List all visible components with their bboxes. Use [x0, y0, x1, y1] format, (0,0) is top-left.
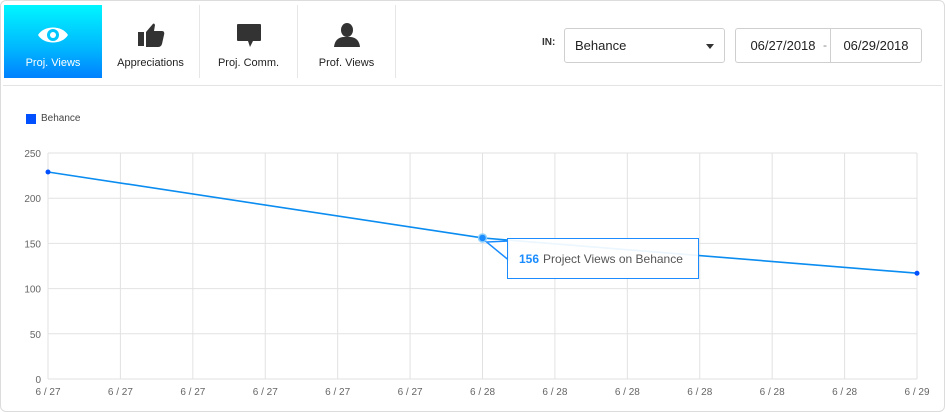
svg-text:6 / 28: 6 / 28	[470, 387, 495, 398]
tab-proj-views[interactable]: Proj. Views	[4, 5, 102, 78]
svg-text:200: 200	[24, 194, 41, 205]
legend-label: Behance	[41, 113, 81, 124]
tab-appreciations[interactable]: Appreciations	[102, 5, 200, 78]
tab-label: Appreciations	[117, 57, 184, 69]
user-icon	[333, 21, 361, 49]
source-select[interactable]: Behance	[564, 28, 725, 63]
svg-text:0: 0	[35, 375, 41, 386]
date-end-input[interactable]: 06/29/2018	[830, 28, 922, 63]
tab-label: Proj. Views	[25, 57, 81, 69]
metric-tabs: Proj. Views Appreciations Proj. Comm. Pr…	[4, 5, 396, 78]
comment-icon	[236, 21, 262, 49]
svg-text:100: 100	[24, 285, 41, 296]
eye-icon	[37, 21, 69, 49]
tooltip-text: Project Views on Behance	[543, 251, 683, 266]
svg-text:6 / 27: 6 / 27	[180, 387, 205, 398]
chevron-down-icon	[706, 44, 714, 49]
svg-text:6 / 28: 6 / 28	[760, 387, 785, 398]
svg-text:6 / 28: 6 / 28	[687, 387, 712, 398]
tab-label: Proj. Comm.	[217, 57, 280, 69]
header-divider	[3, 85, 942, 86]
svg-text:6 / 27: 6 / 27	[108, 387, 133, 398]
source-filter-label: IN:	[542, 37, 556, 48]
chart-tooltip: 156 Project Views on Behance	[507, 238, 699, 279]
tab-label: Prof. Views	[318, 57, 375, 69]
tooltip-value: 156	[519, 251, 540, 266]
thumbs-up-icon	[137, 21, 165, 49]
svg-text:6 / 27: 6 / 27	[398, 387, 423, 398]
svg-text:6 / 27: 6 / 27	[35, 387, 60, 398]
source-select-value: Behance	[575, 38, 627, 53]
svg-text:6 / 29: 6 / 29	[904, 387, 929, 398]
svg-text:6 / 27: 6 / 27	[325, 387, 350, 398]
svg-text:6 / 28: 6 / 28	[542, 387, 567, 398]
svg-text:50: 50	[30, 330, 42, 341]
svg-text:6 / 27: 6 / 27	[253, 387, 278, 398]
svg-text:6 / 28: 6 / 28	[832, 387, 857, 398]
svg-text:250: 250	[24, 149, 41, 160]
svg-text:6 / 28: 6 / 28	[615, 387, 640, 398]
chart-legend[interactable]: Behance	[26, 113, 80, 124]
tab-prof-views[interactable]: Prof. Views	[298, 5, 396, 78]
line-chart: 0 50 100 150 200 250 6 / 27 6 / 27 6 / 27 6 / 27 6…	[24, 149, 930, 398]
date-start-input[interactable]: 06/27/2018	[735, 28, 830, 63]
tab-proj-comments[interactable]: Proj. Comm.	[200, 5, 298, 78]
svg-text:150: 150	[24, 239, 41, 250]
legend-swatch	[26, 113, 36, 124]
date-separator: -	[823, 38, 827, 52]
